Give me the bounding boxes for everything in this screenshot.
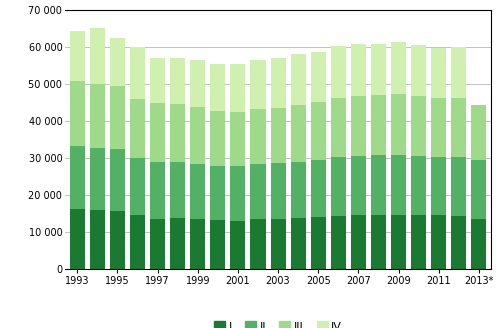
Bar bbox=[210, 64, 225, 111]
Bar bbox=[371, 155, 386, 215]
Bar bbox=[271, 108, 286, 163]
Bar bbox=[291, 218, 306, 269]
Bar bbox=[230, 112, 245, 166]
Bar bbox=[150, 162, 165, 219]
Bar bbox=[331, 157, 346, 215]
Bar bbox=[70, 81, 85, 146]
Bar bbox=[311, 217, 326, 269]
Bar bbox=[70, 31, 85, 81]
Bar bbox=[130, 47, 145, 99]
Bar bbox=[411, 96, 426, 156]
Bar bbox=[150, 58, 165, 103]
Bar bbox=[130, 158, 145, 215]
Bar bbox=[110, 149, 125, 211]
Bar bbox=[351, 96, 366, 156]
Bar bbox=[371, 95, 386, 155]
Bar bbox=[90, 210, 105, 269]
Bar bbox=[451, 215, 466, 269]
Bar bbox=[70, 146, 85, 209]
Bar bbox=[170, 218, 185, 269]
Bar bbox=[451, 47, 466, 97]
Bar bbox=[130, 99, 145, 158]
Bar bbox=[391, 42, 406, 94]
Bar bbox=[371, 215, 386, 269]
Bar bbox=[170, 104, 185, 162]
Bar bbox=[451, 157, 466, 215]
Bar bbox=[471, 219, 486, 269]
Bar bbox=[351, 44, 366, 96]
Bar bbox=[391, 155, 406, 215]
Bar bbox=[190, 60, 205, 107]
Bar bbox=[291, 105, 306, 162]
Bar bbox=[451, 97, 466, 157]
Bar bbox=[271, 58, 286, 108]
Bar bbox=[351, 156, 366, 215]
Bar bbox=[471, 160, 486, 219]
Bar bbox=[291, 162, 306, 218]
Bar bbox=[150, 103, 165, 162]
Bar bbox=[210, 166, 225, 220]
Bar bbox=[90, 84, 105, 148]
Bar bbox=[230, 64, 245, 112]
Bar bbox=[210, 220, 225, 269]
Bar bbox=[130, 215, 145, 269]
Bar bbox=[190, 219, 205, 269]
Bar bbox=[431, 48, 446, 98]
Legend: I, II, III, IV: I, II, III, IV bbox=[209, 317, 347, 328]
Bar bbox=[391, 94, 406, 155]
Bar bbox=[90, 148, 105, 210]
Bar bbox=[311, 102, 326, 160]
Bar bbox=[271, 219, 286, 269]
Bar bbox=[391, 215, 406, 269]
Bar bbox=[190, 164, 205, 219]
Bar bbox=[210, 111, 225, 166]
Bar bbox=[331, 46, 346, 97]
Bar bbox=[150, 219, 165, 269]
Bar bbox=[431, 157, 446, 215]
Bar bbox=[110, 211, 125, 269]
Bar bbox=[110, 38, 125, 86]
Bar bbox=[90, 28, 105, 84]
Bar bbox=[371, 44, 386, 95]
Bar bbox=[431, 98, 446, 157]
Bar bbox=[230, 166, 245, 221]
Bar bbox=[411, 215, 426, 269]
Bar bbox=[291, 54, 306, 105]
Bar bbox=[311, 160, 326, 217]
Bar bbox=[170, 58, 185, 104]
Bar bbox=[331, 97, 346, 157]
Bar bbox=[331, 215, 346, 269]
Bar bbox=[250, 60, 266, 109]
Bar bbox=[411, 156, 426, 215]
Bar bbox=[250, 219, 266, 269]
Bar bbox=[230, 221, 245, 269]
Bar bbox=[190, 107, 205, 164]
Bar bbox=[271, 163, 286, 219]
Bar bbox=[311, 52, 326, 102]
Bar bbox=[351, 215, 366, 269]
Bar bbox=[110, 86, 125, 149]
Bar bbox=[411, 45, 426, 96]
Bar bbox=[250, 109, 266, 164]
Bar bbox=[70, 209, 85, 269]
Bar bbox=[431, 215, 446, 269]
Bar bbox=[170, 162, 185, 218]
Bar bbox=[471, 105, 486, 160]
Bar bbox=[250, 164, 266, 219]
